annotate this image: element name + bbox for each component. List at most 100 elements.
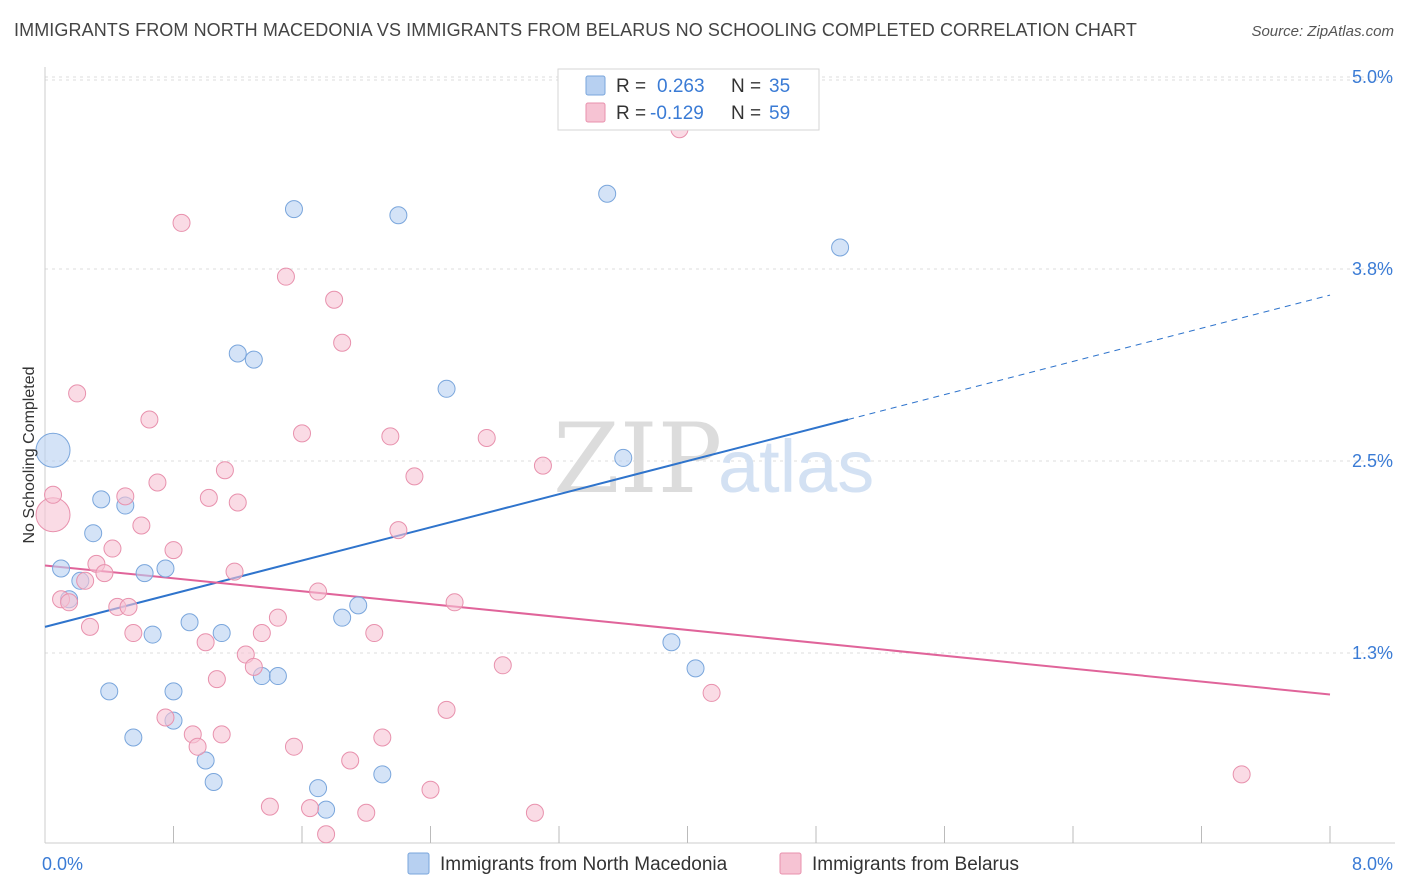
point-belarus	[140, 410, 159, 429]
y-tick-label: 3.8%	[1352, 259, 1393, 279]
point-belarus	[252, 624, 271, 643]
point-belarus	[325, 290, 344, 309]
point-belarus	[196, 633, 215, 652]
point-north-macedonia	[244, 350, 263, 369]
point-belarus	[365, 624, 384, 643]
trend-lines	[44, 294, 1331, 696]
point-north-macedonia	[35, 432, 71, 468]
point-belarus	[244, 657, 263, 676]
point-north-macedonia	[686, 659, 705, 678]
point-belarus	[309, 582, 328, 601]
y-axis-label: No Schooling Completed	[21, 367, 38, 544]
point-belarus	[76, 571, 95, 590]
point-north-macedonia	[831, 238, 850, 257]
point-belarus	[301, 799, 320, 818]
point-north-macedonia	[143, 625, 162, 644]
point-north-macedonia	[268, 667, 287, 686]
point-belarus	[132, 516, 151, 535]
source-attribution: Source: ZipAtlas.com	[1251, 23, 1394, 40]
legend-r-label: R =	[616, 103, 646, 124]
x-tick-label: 8.0%	[1352, 854, 1393, 874]
point-belarus	[212, 725, 231, 744]
point-belarus	[293, 424, 311, 443]
point-north-macedonia	[212, 624, 231, 643]
point-belarus	[357, 803, 376, 822]
point-north-macedonia	[92, 490, 111, 509]
trend-line-belarus	[44, 564, 1331, 696]
point-north-macedonia	[614, 448, 633, 467]
point-north-macedonia	[333, 608, 352, 627]
point-north-macedonia	[84, 524, 103, 543]
point-belarus	[389, 521, 408, 540]
point-belarus	[1232, 765, 1251, 784]
legend-n-label: N =	[731, 103, 761, 124]
point-north-macedonia	[284, 200, 303, 219]
series-legend-label-pink: Immigrants from Belarus	[812, 854, 1019, 875]
legend-n-value-blue: 35	[769, 76, 790, 97]
point-north-macedonia	[135, 564, 154, 583]
series-legend: Immigrants from North Macedonia Immigran…	[407, 852, 1019, 875]
point-belarus	[533, 456, 552, 475]
point-north-macedonia	[389, 206, 408, 225]
point-belarus	[421, 780, 440, 799]
point-north-macedonia	[164, 682, 183, 701]
point-belarus	[215, 461, 234, 480]
point-belarus	[405, 467, 424, 486]
point-belarus	[44, 485, 63, 504]
series-legend-swatch-pink	[779, 852, 802, 875]
point-belarus	[103, 539, 122, 558]
point-belarus	[116, 487, 135, 506]
legend-n-value-pink: 59	[769, 103, 790, 124]
point-north-macedonia	[204, 773, 223, 792]
point-north-macedonia	[349, 596, 368, 615]
point-north-macedonia	[156, 559, 175, 578]
point-belarus	[164, 541, 183, 560]
point-north-macedonia	[309, 779, 328, 798]
point-belarus	[493, 656, 512, 675]
legend-n-label: N =	[731, 76, 761, 97]
point-belarus	[381, 427, 400, 446]
point-belarus	[119, 597, 138, 616]
point-belarus	[477, 428, 496, 447]
point-belarus	[68, 384, 87, 403]
point-north-macedonia	[52, 559, 71, 578]
point-belarus	[80, 617, 99, 636]
point-north-macedonia	[437, 379, 456, 398]
point-belarus	[60, 593, 79, 612]
point-belarus	[188, 737, 207, 756]
trend-line-extension-north-macedonia	[848, 294, 1331, 421]
point-belarus	[437, 700, 456, 719]
chart-title: IMMIGRANTS FROM NORTH MACEDONIA VS IMMIG…	[14, 20, 1137, 40]
y-tick-label: 1.3%	[1352, 643, 1393, 663]
trend-line-north-macedonia	[44, 418, 849, 628]
point-north-macedonia	[100, 682, 119, 701]
point-belarus	[276, 267, 295, 286]
point-belarus	[260, 797, 279, 816]
correlation-legend: R = 0.263 N = 35 R = -0.129 N = 59	[557, 68, 820, 131]
point-north-macedonia	[373, 765, 392, 784]
point-belarus	[702, 683, 721, 702]
legend-r-value-pink: -0.129	[650, 103, 704, 124]
point-belarus	[207, 670, 226, 689]
data-points	[35, 120, 1251, 844]
watermark: ZIP atlas	[553, 403, 874, 515]
point-north-macedonia	[180, 613, 199, 632]
point-north-macedonia	[317, 800, 336, 819]
legend-swatch-pink	[585, 102, 606, 123]
y-tick-label: 2.5%	[1352, 451, 1393, 471]
point-belarus	[148, 473, 167, 492]
series-legend-label-blue: Immigrants from North Macedonia	[440, 854, 728, 875]
watermark-atlas: atlas	[718, 425, 874, 508]
point-belarus	[333, 333, 352, 352]
point-belarus	[268, 608, 287, 627]
point-north-macedonia	[662, 633, 681, 652]
point-belarus	[225, 562, 244, 581]
point-north-macedonia	[228, 344, 247, 363]
point-north-macedonia	[196, 751, 215, 770]
point-north-macedonia	[124, 728, 143, 747]
tick-labels: 1.3% 2.5% 3.8% 5.0% 0.0% 8.0%	[42, 67, 1393, 874]
x-tick-label: 0.0%	[42, 854, 83, 874]
point-belarus	[525, 803, 544, 822]
point-belarus	[172, 213, 191, 232]
